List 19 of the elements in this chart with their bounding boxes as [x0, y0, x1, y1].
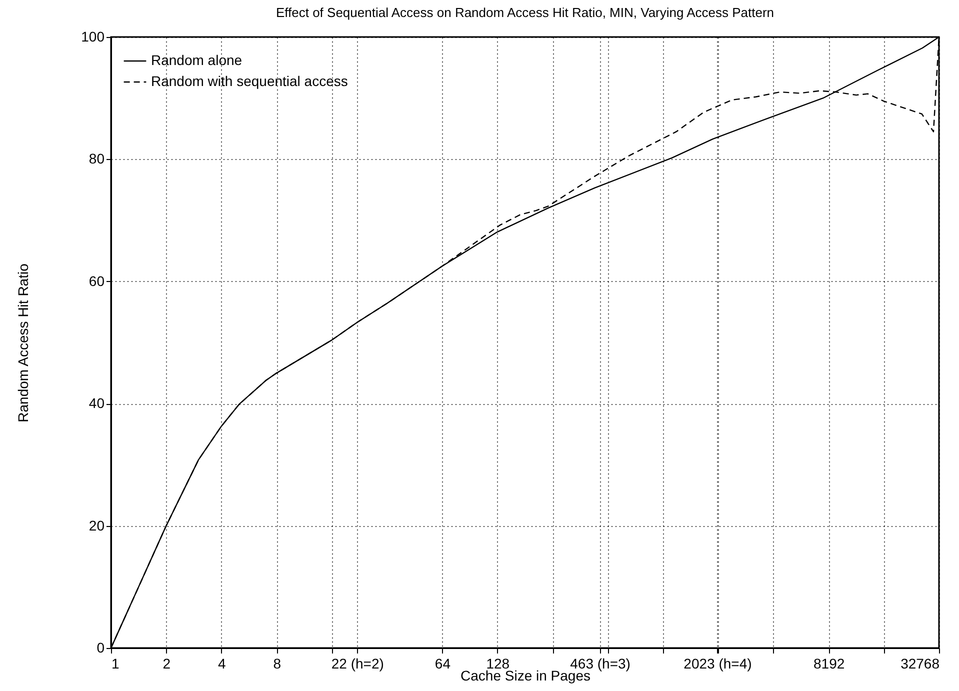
legend-label: Random alone: [151, 52, 242, 68]
x-tick-label: 8192: [814, 656, 845, 672]
x-tick-label: 22 (h=2): [331, 656, 384, 672]
y-tick-label: 0: [96, 640, 105, 656]
x-tick-label: 2: [162, 656, 171, 672]
x-tick-label: 4: [218, 656, 226, 672]
x-tick-label: 1: [112, 656, 120, 672]
y-tick-label: 80: [88, 150, 105, 167]
x-tick-label: 8: [273, 656, 282, 672]
x-tick-label: 2023 (h=4): [684, 656, 752, 672]
y-tick-label: 40: [88, 395, 105, 412]
chart-title: Effect of Sequential Access on Random Access Hit Ratio, MIN, Varying Access Pattern: [276, 5, 774, 20]
y-tick-label: 60: [88, 272, 105, 289]
y-tick-label: 100: [81, 28, 105, 44]
y-tick-label: 20: [88, 517, 105, 534]
x-tick-label: 32768: [900, 656, 940, 672]
legend-label: Random with sequential access: [151, 73, 348, 89]
x-tick-label: 64: [434, 656, 451, 672]
y-axis-title: Random Access Hit Ratio: [15, 263, 32, 422]
